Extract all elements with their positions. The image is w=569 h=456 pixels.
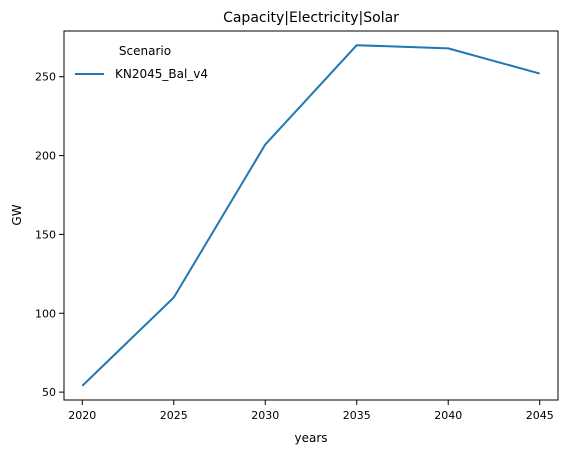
- x-tick-label-2045: 2045: [526, 409, 554, 422]
- legend-label-kn2045-bal-v4: KN2045_Bal_v4: [115, 67, 208, 81]
- plot-area: [63, 30, 559, 401]
- x-tick-label-2025: 2025: [160, 409, 188, 422]
- y-tick-label-200: 200: [35, 150, 56, 163]
- legend: Scenario KN2045_Bal_v4: [75, 44, 208, 81]
- x-axis: 2020 2025 2030 2035 2040 2045: [68, 400, 554, 422]
- x-axis-label: years: [294, 431, 327, 445]
- x-tick-label-2035: 2035: [343, 409, 371, 422]
- y-axis: 50 100 150 200 250: [35, 71, 64, 399]
- y-axis-label: GW: [10, 204, 24, 225]
- x-tick-label-2020: 2020: [68, 409, 96, 422]
- y-tick-label-150: 150: [35, 228, 56, 241]
- y-tick-label-100: 100: [35, 307, 56, 320]
- series-layer: [81, 44, 540, 387]
- y-tick-label-250: 250: [35, 71, 56, 84]
- x-tick-label-2040: 2040: [434, 409, 462, 422]
- chart-title: Capacity|Electricity|Solar: [223, 10, 399, 26]
- y-tick-label-50: 50: [42, 386, 56, 399]
- series-line-kn2045-bal-v4: [81, 44, 540, 387]
- x-tick-label-2030: 2030: [251, 409, 279, 422]
- legend-title: Scenario: [119, 44, 171, 58]
